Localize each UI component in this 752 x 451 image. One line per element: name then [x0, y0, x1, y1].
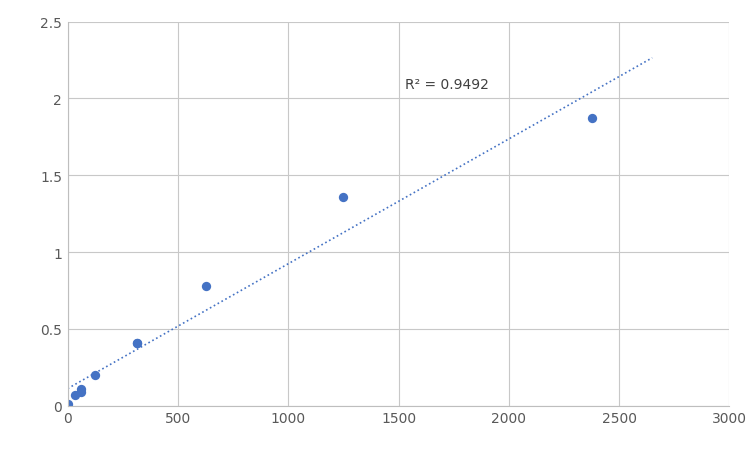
Point — [62, 401, 74, 408]
Point — [89, 372, 102, 379]
Point — [131, 340, 143, 347]
Point — [75, 388, 87, 396]
Text: R² = 0.9492: R² = 0.9492 — [405, 78, 489, 92]
Point — [131, 340, 143, 347]
Point — [68, 391, 80, 399]
Point — [338, 194, 350, 201]
Point — [586, 115, 598, 123]
Point — [199, 283, 211, 290]
Point — [75, 386, 87, 393]
